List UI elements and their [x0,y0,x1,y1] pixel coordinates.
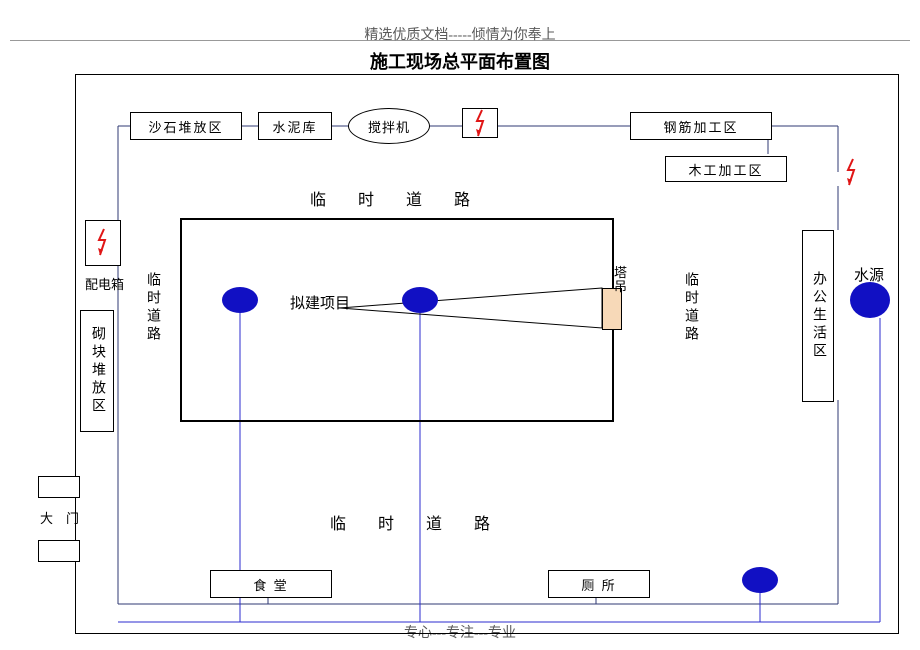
cement-label: 水泥库 [272,117,317,136]
gate-marker-1 [38,476,80,498]
brick-label: 砌块堆放区 [87,326,107,416]
wood-processing: 木工加工区 [665,156,787,182]
proposed-building [180,218,614,422]
distribution-box-label: 配电箱 [85,274,124,293]
toilet: 厕 所 [548,570,650,598]
water-source-icon [850,282,890,318]
gate-marker-2 [38,540,80,562]
sand-label: 沙石堆放区 [148,117,223,136]
road-label-left: 临时道路 [142,272,162,344]
mixer-label: 搅拌机 [368,117,410,136]
crane-label: 塔吊 [614,266,627,294]
water-point-3 [742,567,778,593]
rebar-label: 钢筋加工区 [663,117,738,136]
mixer-machine: 搅拌机 [348,108,430,144]
rebar-processing: 钢筋加工区 [630,112,772,140]
road-label-bottom: 临 时 道 路 [330,510,498,534]
wood-label: 木工加工区 [688,160,763,179]
road-label-right: 临时道路 [680,272,700,344]
power-symbol-2 [836,158,866,186]
tower-crane-body [602,288,622,330]
header-text: 精选优质文档-----倾情为你奉上 [0,24,920,44]
office-living-area: 办公生活区 [802,230,834,402]
brick-storage: 砌块堆放区 [80,310,114,432]
toilet-label: 厕 所 [581,575,616,594]
office-label: 办公生活区 [808,271,828,361]
canteen: 食 堂 [210,570,332,598]
building-label: 拟建项目 [290,292,350,313]
page-title: 施工现场总平面布置图 [0,48,920,74]
cement-warehouse: 水泥库 [258,112,332,140]
road-label-top: 临 时 道 路 [310,186,478,210]
sand-storage-area: 沙石堆放区 [130,112,242,140]
power-symbol-1 [462,108,498,138]
water-point-1 [222,287,258,313]
gate-label: 大 门 [40,508,79,527]
canteen-label: 食 堂 [253,575,288,594]
water-point-2 [402,287,438,313]
power-symbol-3 [92,226,112,258]
